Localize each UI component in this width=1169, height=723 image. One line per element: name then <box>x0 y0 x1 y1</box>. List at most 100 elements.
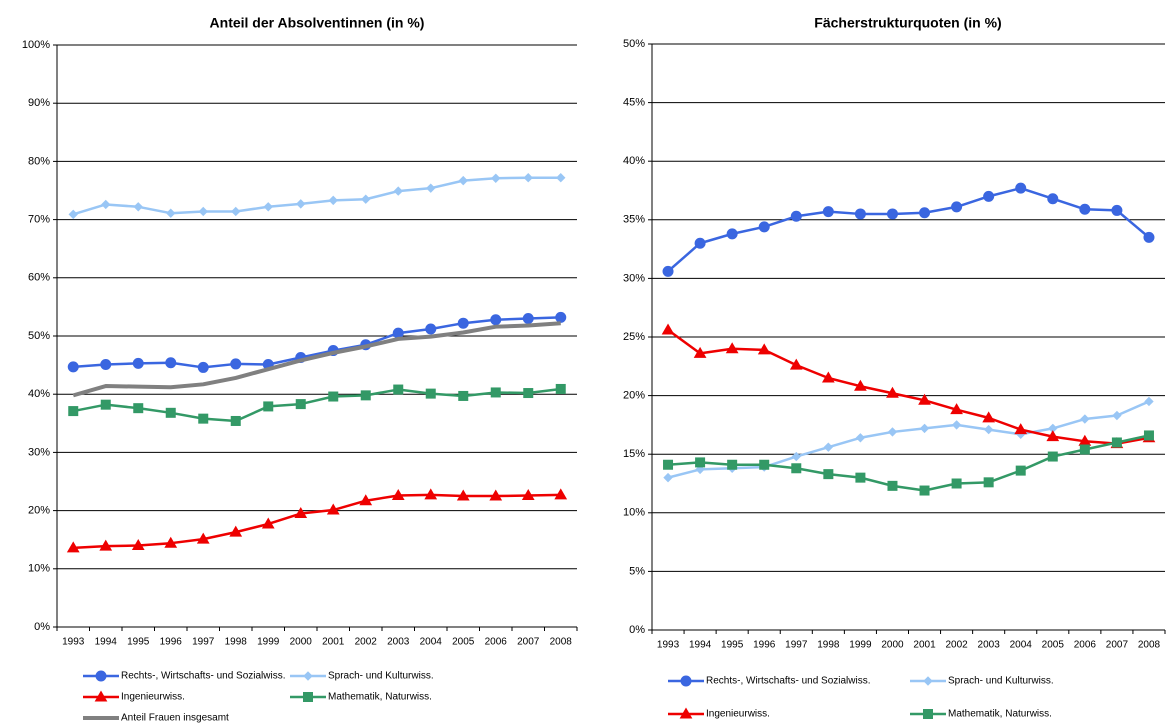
marker <box>360 390 371 401</box>
marker <box>757 343 771 355</box>
marker <box>923 676 933 686</box>
x-tick-label: 2003 <box>978 640 1001 651</box>
marker <box>854 208 866 220</box>
marker <box>1047 193 1059 205</box>
marker <box>680 675 692 687</box>
marker <box>1080 414 1090 424</box>
marker <box>727 459 738 470</box>
legend-label: Mathematik, Naturwiss. <box>328 692 432 703</box>
marker <box>950 403 963 415</box>
marker <box>1079 444 1090 455</box>
x-tick-label: 1998 <box>225 637 248 648</box>
x-tick-label: 2007 <box>1106 640 1129 651</box>
x-tick-label: 1997 <box>785 640 808 651</box>
marker <box>99 539 113 551</box>
x-tick-label: 1993 <box>657 640 680 651</box>
x-tick-label: 1996 <box>753 640 776 651</box>
marker <box>197 361 209 373</box>
chart-title: Fächerstrukturquoten (in %) <box>814 15 1001 31</box>
data-line <box>73 387 561 423</box>
marker <box>95 670 107 682</box>
y-tick-label: 10% <box>28 563 50 575</box>
marker <box>791 463 802 474</box>
marker <box>294 507 308 519</box>
y-tick-label: 45% <box>623 97 645 109</box>
marker <box>68 406 79 417</box>
marker <box>1111 437 1122 448</box>
x-tick-label: 2002 <box>945 640 968 651</box>
marker <box>822 206 834 218</box>
marker <box>887 427 898 437</box>
marker <box>230 358 242 370</box>
marker <box>1111 204 1123 216</box>
marker <box>759 459 770 470</box>
marker <box>133 202 143 212</box>
x-tick-label: 2005 <box>452 637 475 648</box>
marker <box>1079 203 1091 215</box>
series <box>662 182 1155 277</box>
marker <box>68 209 78 220</box>
marker <box>663 459 674 470</box>
marker <box>726 228 738 240</box>
y-tick-label: 60% <box>28 272 50 284</box>
marker <box>951 201 963 213</box>
marker <box>983 424 994 435</box>
marker <box>393 186 403 196</box>
marker <box>229 525 243 537</box>
series <box>663 430 1154 496</box>
marker <box>1112 410 1122 421</box>
y-tick-label: 30% <box>623 272 645 284</box>
x-tick-label: 2001 <box>322 637 345 648</box>
legend-label: Ingenieurwiss. <box>706 709 770 720</box>
marker <box>1046 430 1060 442</box>
marker <box>695 457 706 468</box>
marker <box>100 359 112 371</box>
marker <box>661 323 675 335</box>
y-tick-label: 70% <box>28 214 50 226</box>
y-tick-label: 30% <box>28 446 50 458</box>
marker <box>694 237 706 249</box>
y-tick-label: 0% <box>629 624 645 636</box>
y-tick-label: 50% <box>623 38 645 50</box>
y-tick-label: 15% <box>623 448 645 460</box>
series <box>661 323 1156 449</box>
legend-label: Sprach- und Kulturwiss. <box>948 676 1054 687</box>
data-line <box>73 493 561 550</box>
marker <box>662 265 674 277</box>
x-tick-label: 2008 <box>1138 640 1161 651</box>
x-tick-label: 2008 <box>550 637 573 648</box>
marker <box>821 371 835 383</box>
marker <box>133 403 144 414</box>
marker <box>1015 465 1026 476</box>
x-tick-label: 2006 <box>485 637 508 648</box>
marker <box>490 387 501 398</box>
legend-label: Anteil Frauen insgesamt <box>121 713 229 723</box>
marker <box>132 357 144 369</box>
marker <box>359 494 373 506</box>
x-tick-label: 1996 <box>160 637 183 648</box>
x-tick-label: 2003 <box>387 637 410 648</box>
marker <box>295 399 306 410</box>
series <box>67 311 567 373</box>
marker <box>393 384 404 395</box>
x-tick-label: 2000 <box>290 637 313 648</box>
marker <box>425 323 437 335</box>
marker <box>490 314 502 326</box>
marker <box>196 532 210 544</box>
marker <box>983 190 995 202</box>
marker <box>131 539 145 551</box>
marker <box>164 536 178 548</box>
y-tick-label: 20% <box>623 390 645 402</box>
y-tick-label: 40% <box>28 388 50 400</box>
marker <box>303 692 313 702</box>
marker <box>458 175 468 186</box>
x-tick-label: 1995 <box>127 637 150 648</box>
y-tick-label: 80% <box>28 155 50 167</box>
x-tick-label: 1994 <box>95 637 118 648</box>
marker <box>231 206 241 217</box>
marker <box>230 415 241 426</box>
marker <box>556 172 566 183</box>
x-tick-label: 1999 <box>257 637 280 648</box>
marker <box>886 386 899 398</box>
marker <box>886 208 898 220</box>
